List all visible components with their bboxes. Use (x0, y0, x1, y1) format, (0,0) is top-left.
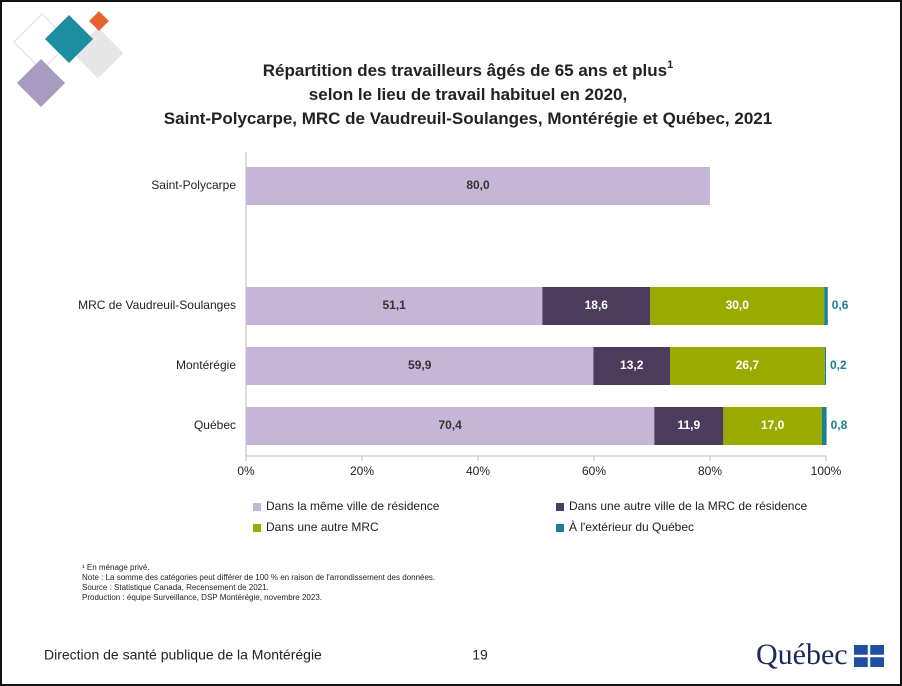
data-label: 0,6 (832, 298, 849, 312)
legend-label: Dans une autre ville de la MRC de réside… (569, 499, 807, 513)
data-label: 80,0 (466, 178, 490, 192)
legend-swatch (253, 503, 261, 511)
x-tick-label: 20% (350, 464, 374, 478)
data-label: 26,7 (736, 358, 760, 372)
data-label: 11,9 (677, 418, 700, 432)
bar-segment (825, 347, 826, 385)
x-tick-label: 100% (811, 464, 842, 478)
title-text: selon le lieu de travail habituel en 202… (309, 85, 627, 104)
footer-text: Direction de santé publique de la Montér… (44, 647, 322, 663)
legend-swatch (556, 524, 564, 532)
title-line: selon le lieu de travail habituel en 202… (309, 85, 627, 104)
bar-segment (822, 407, 827, 445)
data-label: 30,0 (726, 298, 750, 312)
title-line: Répartition des travailleurs âgés de 65 … (263, 59, 674, 81)
footnote: Note : La somme des catégories peut diff… (82, 573, 435, 582)
logo-text: Québec (756, 638, 848, 671)
legend-label: À l'extérieur du Québec (569, 519, 694, 534)
x-tick-label: 0% (237, 464, 255, 478)
title-text: Répartition des travailleurs âgés de 65 … (263, 61, 667, 80)
page: Répartition des travailleurs âgés de 65 … (0, 0, 902, 686)
category-label: Montérégie (176, 358, 236, 372)
legend-label: Dans une autre MRC (266, 520, 379, 534)
x-tick-label: 80% (698, 464, 722, 478)
data-label: 0,2 (830, 358, 847, 372)
data-label: 0,8 (831, 418, 848, 432)
legend-swatch (556, 503, 564, 511)
data-label: 70,4 (438, 418, 462, 432)
x-tick-label: 60% (582, 464, 606, 478)
data-label: 18,6 (585, 298, 609, 312)
category-label: Saint-Polycarpe (151, 178, 236, 192)
data-label: 17,0 (761, 418, 785, 432)
title-text: Saint-Polycarpe, MRC de Vaudreuil-Soulan… (164, 109, 772, 128)
footnote: Source : Statistique Canada, Recensement… (82, 583, 269, 592)
category-label: Québec (194, 418, 236, 432)
title-superscript: 1 (667, 59, 673, 71)
data-label: 59,9 (408, 358, 432, 372)
bar-segment (824, 287, 827, 325)
page-number: 19 (472, 647, 488, 663)
legend-swatch (253, 524, 261, 532)
data-label: 51,1 (383, 298, 407, 312)
legend-label: Dans la même ville de résidence (266, 499, 440, 513)
logo-flag (854, 645, 884, 667)
title-line: Saint-Polycarpe, MRC de Vaudreuil-Soulan… (164, 109, 772, 128)
footnote: ¹ En ménage privé. (82, 563, 150, 572)
x-tick-label: 40% (466, 464, 490, 478)
slide: Répartition des travailleurs âgés de 65 … (0, 0, 902, 686)
footnote: Production : équipe Surveillance, DSP Mo… (82, 593, 322, 602)
data-label: 13,2 (620, 358, 644, 372)
category-label: MRC de Vaudreuil-Soulanges (78, 298, 236, 312)
